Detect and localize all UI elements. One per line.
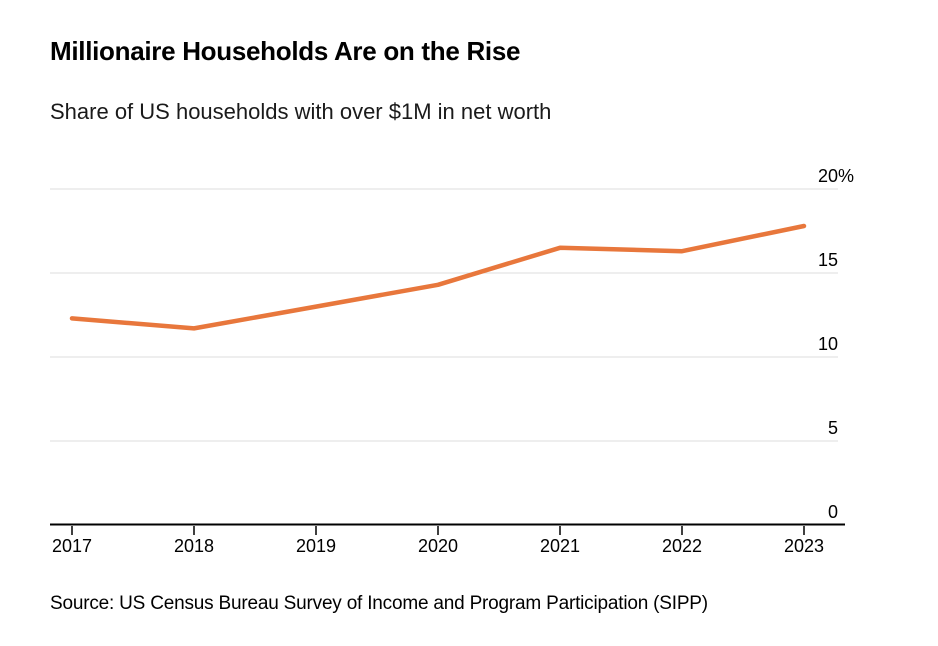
y-tick-label: 0 xyxy=(828,502,838,522)
x-tick-label: 2022 xyxy=(662,536,702,556)
x-tick-label: 2018 xyxy=(174,536,214,556)
x-tick-label: 2019 xyxy=(296,536,336,556)
x-tick-label: 2020 xyxy=(418,536,458,556)
x-tick-label: 2021 xyxy=(540,536,580,556)
gridlines xyxy=(50,188,838,442)
y-tick-label: 5 xyxy=(828,418,838,438)
chart-title: Millionaire Households Are on the Rise xyxy=(50,36,521,66)
x-tick-label: 2023 xyxy=(784,536,824,556)
series-line xyxy=(69,223,807,331)
y-tick-label: 10 xyxy=(818,334,838,354)
x-axis-ticks xyxy=(71,526,805,535)
x-tick-label: 2017 xyxy=(52,536,92,556)
source-note: Source: US Census Bureau Survey of Incom… xyxy=(50,593,708,614)
y-tick-label: 15 xyxy=(818,250,838,270)
y-axis-unit-label: % xyxy=(838,166,854,186)
chart-subtitle: Share of US households with over $1M in … xyxy=(50,99,552,124)
y-axis-labels: 0 5 10 15 20% xyxy=(818,166,854,522)
y-tick-label: 20 xyxy=(818,166,838,186)
x-axis-labels: 2017 2018 2019 2020 2021 2022 2023 xyxy=(52,536,824,556)
